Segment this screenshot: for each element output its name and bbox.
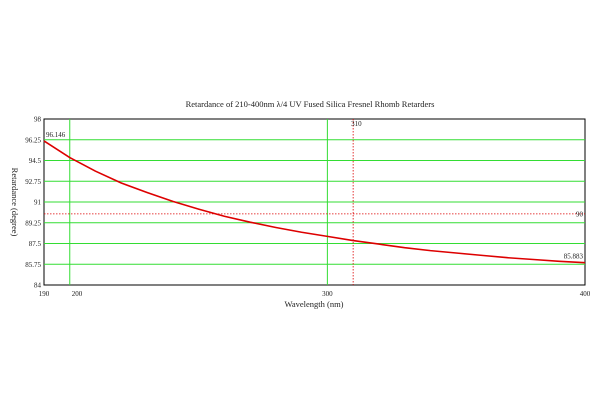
grid-layer: [44, 119, 585, 285]
x-tick-label: 400: [580, 290, 591, 298]
y-tick-label: 98: [34, 116, 42, 124]
y-tick-label: 92.75: [25, 178, 41, 186]
y-tick-label: 84: [34, 282, 42, 290]
value-annotation: 85.883: [564, 253, 584, 261]
y-tick-label: 89.25: [25, 219, 41, 227]
x-axis-label: Wavelength (nm): [284, 299, 343, 309]
x-tick-label: 200: [72, 290, 83, 298]
value-annotation: 96.146: [46, 131, 66, 139]
tick-labels: 84 85.75 87.5 89.25 91 92.75 94.5 96.25 98 190 200…: [25, 116, 591, 299]
reference-label-x: 310: [351, 120, 362, 128]
series-line: [43, 140, 586, 264]
chart-title: Retardance of 210-400nm λ/4 UV Fused Sil…: [186, 99, 435, 109]
series-layer: [43, 140, 586, 264]
reference-label-y: 90: [576, 210, 584, 218]
y-tick-label: 91: [34, 199, 42, 207]
y-tick-label: 85.75: [25, 261, 41, 269]
reference-lines: 310 90: [44, 119, 585, 285]
annotations: 96.146 85.883: [46, 131, 584, 261]
x-tick-label: 190: [39, 290, 50, 298]
x-tick-label: 300: [322, 290, 333, 298]
y-axis-label: Retardance (degree): [10, 168, 20, 237]
y-tick-label: 96.25: [25, 136, 41, 144]
y-tick-label: 87.5: [29, 240, 42, 248]
y-tick-label: 94.5: [29, 157, 42, 165]
